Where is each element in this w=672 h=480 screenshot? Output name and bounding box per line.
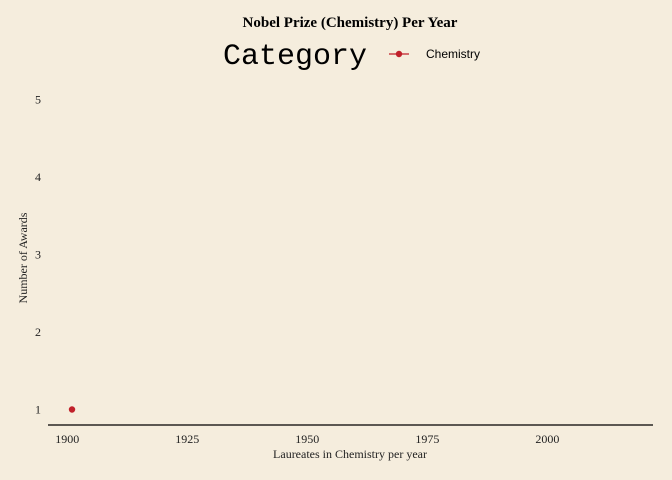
y-tick-label: 2 bbox=[35, 325, 41, 339]
data-points bbox=[68, 406, 76, 413]
x-tick-label: 1925 bbox=[175, 432, 199, 446]
y-tick-label: 1 bbox=[35, 403, 41, 417]
x-tick-label: 2000 bbox=[535, 432, 559, 446]
x-tick-label: 1950 bbox=[295, 432, 319, 446]
x-axis-title: Laureates in Chemistry per year bbox=[273, 447, 427, 461]
legend-label-chemistry: Chemistry bbox=[426, 47, 480, 61]
legend-marker-chemistry bbox=[395, 50, 403, 58]
x-tick-labels: 1900 1925 1950 1975 2000 bbox=[55, 432, 559, 446]
y-tick-labels: 1 2 3 4 5 bbox=[35, 93, 41, 417]
x-tick-label: 1975 bbox=[415, 432, 439, 446]
legend-title: Category bbox=[223, 40, 367, 74]
x-tick-label: 1900 bbox=[55, 432, 79, 446]
chart-title: Nobel Prize (Chemistry) Per Year bbox=[243, 15, 458, 31]
y-axis-title: Number of Awards bbox=[16, 212, 30, 303]
legend: Category Chemistry bbox=[223, 40, 480, 74]
y-tick-label: 3 bbox=[35, 248, 41, 262]
y-tick-label: 5 bbox=[35, 93, 41, 107]
y-tick-label: 4 bbox=[35, 170, 41, 184]
data-point-chemistry bbox=[68, 406, 76, 413]
